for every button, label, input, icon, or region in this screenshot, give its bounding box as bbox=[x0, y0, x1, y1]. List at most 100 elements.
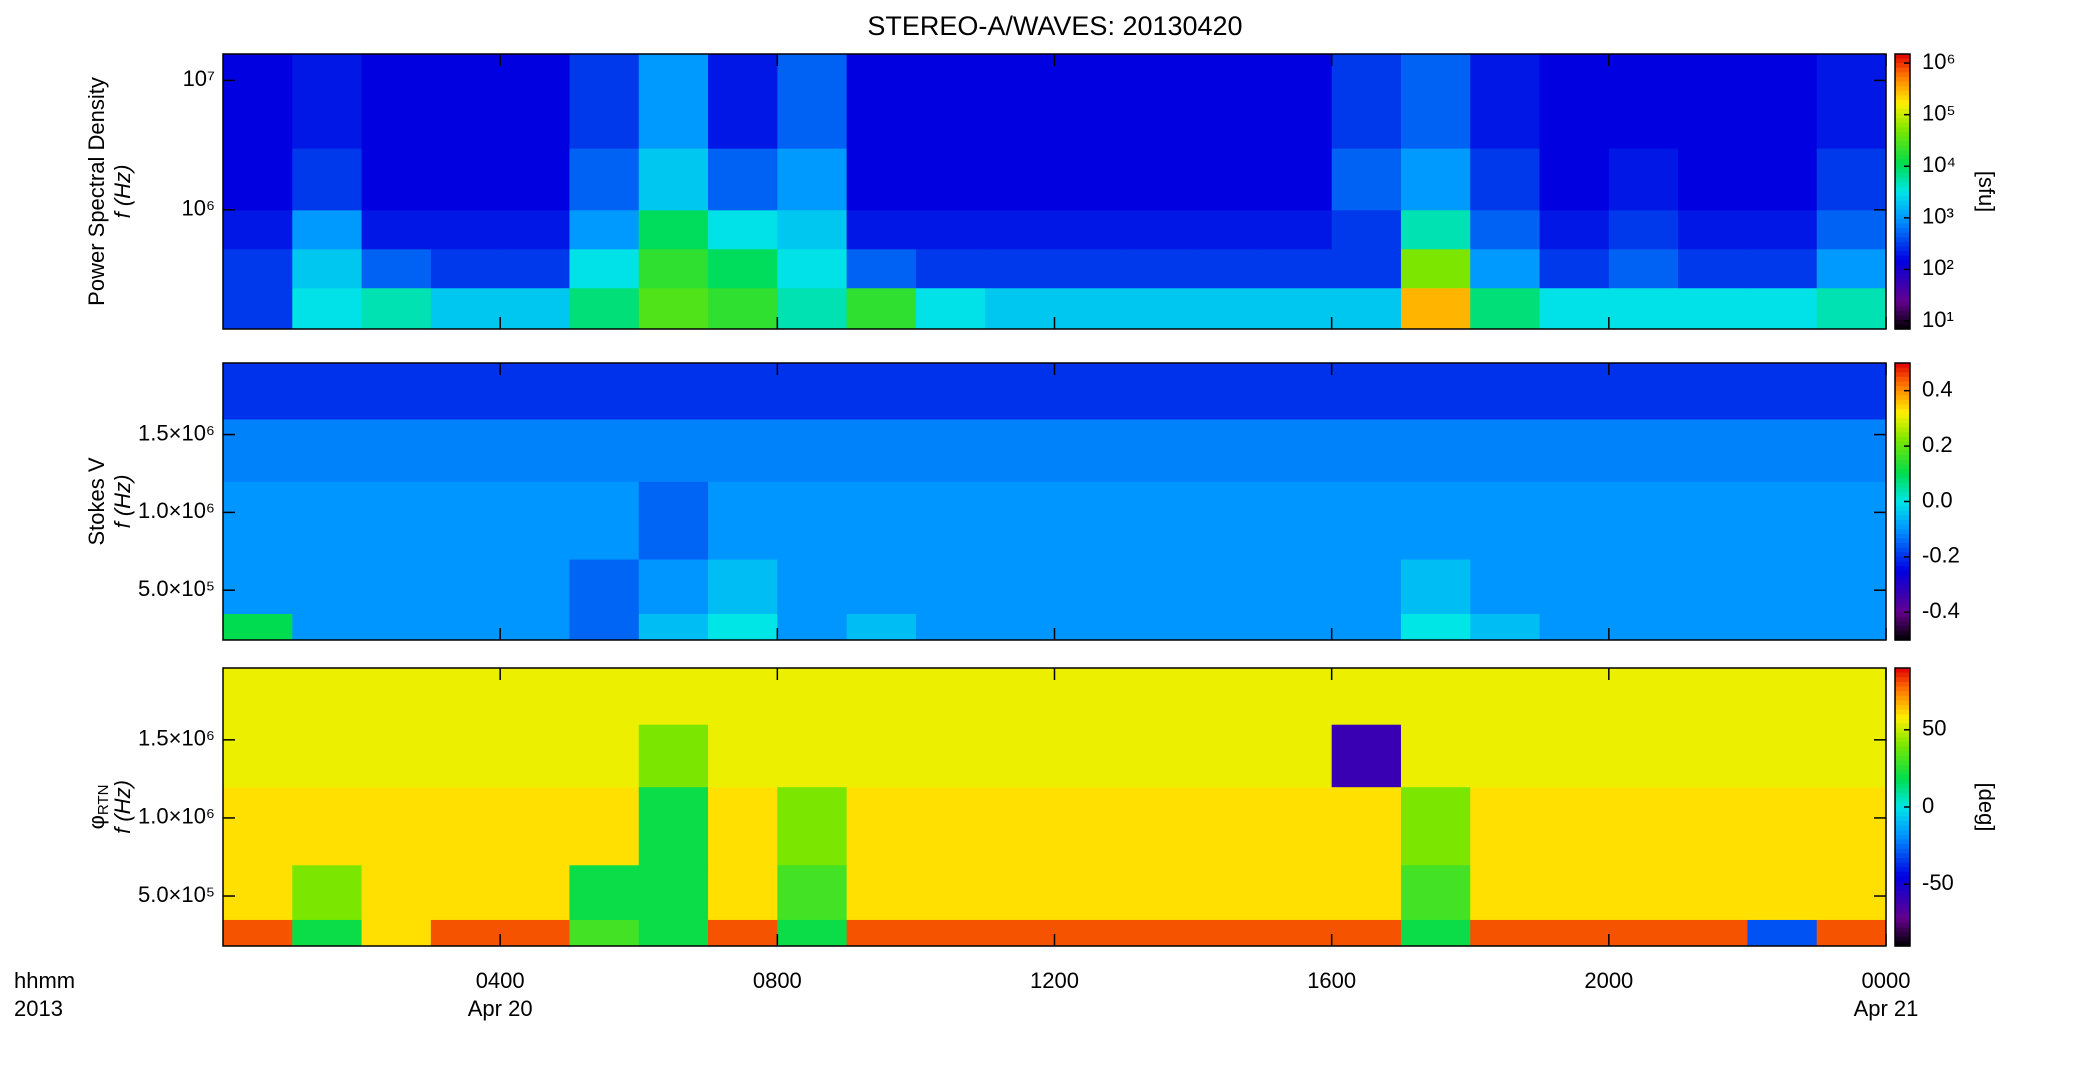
heatmap-cell bbox=[638, 786, 709, 866]
heatmap-cell bbox=[1400, 419, 1471, 482]
colorbar-segment bbox=[1895, 793, 1910, 799]
heatmap-cell bbox=[985, 481, 1055, 560]
colorbar-segment bbox=[1895, 802, 1910, 808]
heatmap-cell bbox=[430, 248, 501, 289]
heatmap-cell bbox=[1331, 668, 1402, 725]
heatmap-cell bbox=[985, 919, 1055, 947]
colorbar-tick-label: 10⁶ bbox=[1922, 49, 1956, 74]
heatmap-cell bbox=[846, 919, 917, 947]
heatmap-cell bbox=[1331, 54, 1402, 149]
heatmap-cell bbox=[1747, 864, 1818, 920]
heatmap-cell bbox=[1747, 786, 1818, 866]
heatmap-cell bbox=[361, 919, 432, 947]
heatmap-cell bbox=[1054, 668, 1125, 725]
heatmap-cell bbox=[1123, 209, 1194, 250]
heatmap-cell bbox=[638, 613, 709, 641]
heatmap-cell bbox=[1400, 724, 1471, 788]
heatmap-cell bbox=[846, 419, 917, 482]
heatmap-cell bbox=[430, 864, 501, 920]
colorbar-segment bbox=[1895, 483, 1910, 489]
heatmap-cell bbox=[1608, 363, 1679, 420]
colorbar-segment bbox=[1895, 885, 1910, 891]
colorbar-segment bbox=[1895, 86, 1910, 92]
heatmap-cell bbox=[638, 209, 709, 250]
colorbar-segment bbox=[1895, 570, 1910, 576]
heatmap-cell bbox=[1470, 363, 1541, 420]
heatmap-cell bbox=[985, 419, 1055, 482]
colorbar-segment bbox=[1895, 432, 1910, 438]
heatmap-cell bbox=[1539, 54, 1610, 149]
colorbar-segment bbox=[1895, 67, 1910, 73]
heatmap-cell bbox=[1816, 668, 1887, 725]
heatmap-cell bbox=[708, 363, 778, 420]
heatmap-cell bbox=[1816, 481, 1887, 560]
colorbar-segment bbox=[1895, 209, 1910, 216]
heatmap-cell bbox=[1331, 724, 1402, 788]
heatmap-cell bbox=[985, 287, 1055, 330]
heatmap-cell bbox=[1678, 668, 1748, 725]
colorbar-segment bbox=[1895, 99, 1910, 106]
colorbar-segment bbox=[1895, 237, 1910, 243]
heatmap-cell bbox=[361, 419, 432, 482]
heatmap-cell bbox=[292, 419, 363, 482]
colorbar-segment bbox=[1895, 159, 1910, 165]
heatmap-cell bbox=[1123, 919, 1194, 947]
colorbar-segment bbox=[1895, 533, 1910, 540]
colorbar-segment bbox=[1895, 81, 1910, 87]
heatmap-cell bbox=[846, 786, 917, 866]
colorbar-segment bbox=[1895, 427, 1910, 433]
colorbar-segment bbox=[1895, 127, 1910, 133]
heatmap-cell bbox=[569, 363, 640, 420]
heatmap-cell bbox=[361, 54, 432, 149]
heatmap-cell bbox=[1816, 419, 1887, 482]
heatmap-cell bbox=[1747, 209, 1818, 250]
colorbar-segment bbox=[1895, 54, 1910, 60]
colorbar-segment bbox=[1895, 769, 1910, 776]
y-axis-label: f (Hz) bbox=[110, 780, 135, 834]
heatmap-cell bbox=[708, 919, 778, 947]
colorbar-segment bbox=[1895, 834, 1910, 841]
heatmap-cell bbox=[1470, 724, 1541, 788]
heatmap-cell bbox=[1539, 209, 1610, 250]
colorbar-segment bbox=[1895, 774, 1910, 780]
heatmap-cell bbox=[1054, 248, 1125, 289]
heatmap-cell bbox=[638, 919, 709, 947]
heatmap-cell bbox=[292, 54, 363, 149]
heatmap-cell bbox=[430, 724, 501, 788]
heatmap-cell bbox=[915, 724, 986, 788]
heatmap-cell bbox=[361, 668, 432, 725]
heatmap-cell bbox=[1678, 419, 1748, 482]
colorbar-segment bbox=[1895, 246, 1910, 252]
colorbar-segment bbox=[1895, 381, 1910, 387]
heatmap-cell bbox=[846, 668, 917, 725]
heatmap-cell bbox=[430, 481, 501, 560]
colorbar-segment bbox=[1895, 807, 1910, 813]
heatmap-cell bbox=[1193, 724, 1263, 788]
heatmap-cell bbox=[1262, 54, 1333, 149]
colorbar-segment bbox=[1895, 306, 1910, 312]
heatmap-cell bbox=[1678, 287, 1748, 330]
colorbar-segment bbox=[1895, 543, 1910, 549]
colorbar-segment bbox=[1895, 104, 1910, 110]
heatmap-cell bbox=[1262, 481, 1333, 560]
heatmap-cell bbox=[500, 668, 570, 725]
colorbar-segment bbox=[1895, 223, 1910, 229]
heatmap-cell bbox=[1678, 724, 1748, 788]
colorbar-segment bbox=[1895, 459, 1910, 466]
heatmap-cell bbox=[500, 248, 570, 289]
colorbar-segment bbox=[1895, 904, 1910, 910]
colorbar-segment bbox=[1895, 469, 1910, 475]
heatmap-cell bbox=[569, 559, 640, 615]
colorbar-segment bbox=[1895, 219, 1910, 225]
heatmap-cell bbox=[777, 786, 848, 866]
colorbar-segment bbox=[1895, 626, 1910, 632]
heatmap-cell bbox=[361, 864, 432, 920]
colorbar-tick-label: -0.2 bbox=[1922, 543, 1960, 568]
heatmap-cell bbox=[915, 668, 986, 725]
heatmap-cell bbox=[915, 248, 986, 289]
heatmap-cell bbox=[1678, 559, 1748, 615]
colorbar-segment bbox=[1895, 867, 1910, 873]
heatmap-cell bbox=[1816, 559, 1887, 615]
heatmap-cell bbox=[777, 419, 848, 482]
colorbar-segment bbox=[1895, 519, 1910, 526]
